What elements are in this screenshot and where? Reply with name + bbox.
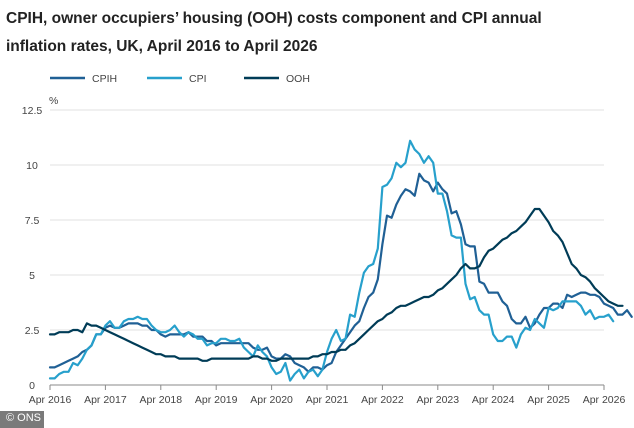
y-tick-label: 0 xyxy=(29,380,35,392)
x-tick-label: Apr 2026 xyxy=(583,394,626,406)
y-tick-label: 5 xyxy=(29,270,35,282)
series-line-ooh xyxy=(48,207,624,362)
x-tick-label: Apr 2018 xyxy=(139,394,182,406)
ons-badge-background xyxy=(0,411,44,428)
chart-title-line-2: inflation rates, UK, April 2016 to April… xyxy=(6,38,318,55)
x-tick-label: Apr 2019 xyxy=(195,394,238,406)
chart-title: CPIH, owner occupiers’ housing (OOH) cos… xyxy=(6,5,626,61)
x-tick-label: Apr 2023 xyxy=(416,394,459,406)
legend-label-ooh: OOH xyxy=(286,73,310,85)
x-tick-label: Apr 2017 xyxy=(84,394,127,406)
x-tick-label: Apr 2021 xyxy=(306,394,349,406)
x-tick-label: Apr 2024 xyxy=(472,394,515,406)
y-axis-unit: % xyxy=(49,95,58,107)
series-line-cpih xyxy=(48,172,633,373)
x-tick-label: Apr 2025 xyxy=(527,394,570,406)
series-line-cpi xyxy=(48,139,615,382)
x-tick-label: Apr 2016 xyxy=(29,394,72,406)
chart-title-line-1: CPIH, owner occupiers’ housing (OOH) cos… xyxy=(6,10,542,27)
y-tick-label: 10 xyxy=(26,160,38,172)
ons-watermark: © ONS xyxy=(6,412,41,424)
legend-label-cpi: CPI xyxy=(189,73,207,85)
legend-label-cpih: CPIH xyxy=(92,73,117,85)
y-tick-label: 12.5 xyxy=(22,105,43,117)
x-tick-label: Apr 2020 xyxy=(250,394,293,406)
x-tick-label: Apr 2022 xyxy=(361,394,404,406)
y-tick-label: 7.5 xyxy=(25,215,40,227)
y-tick-label: 2.5 xyxy=(25,325,40,337)
